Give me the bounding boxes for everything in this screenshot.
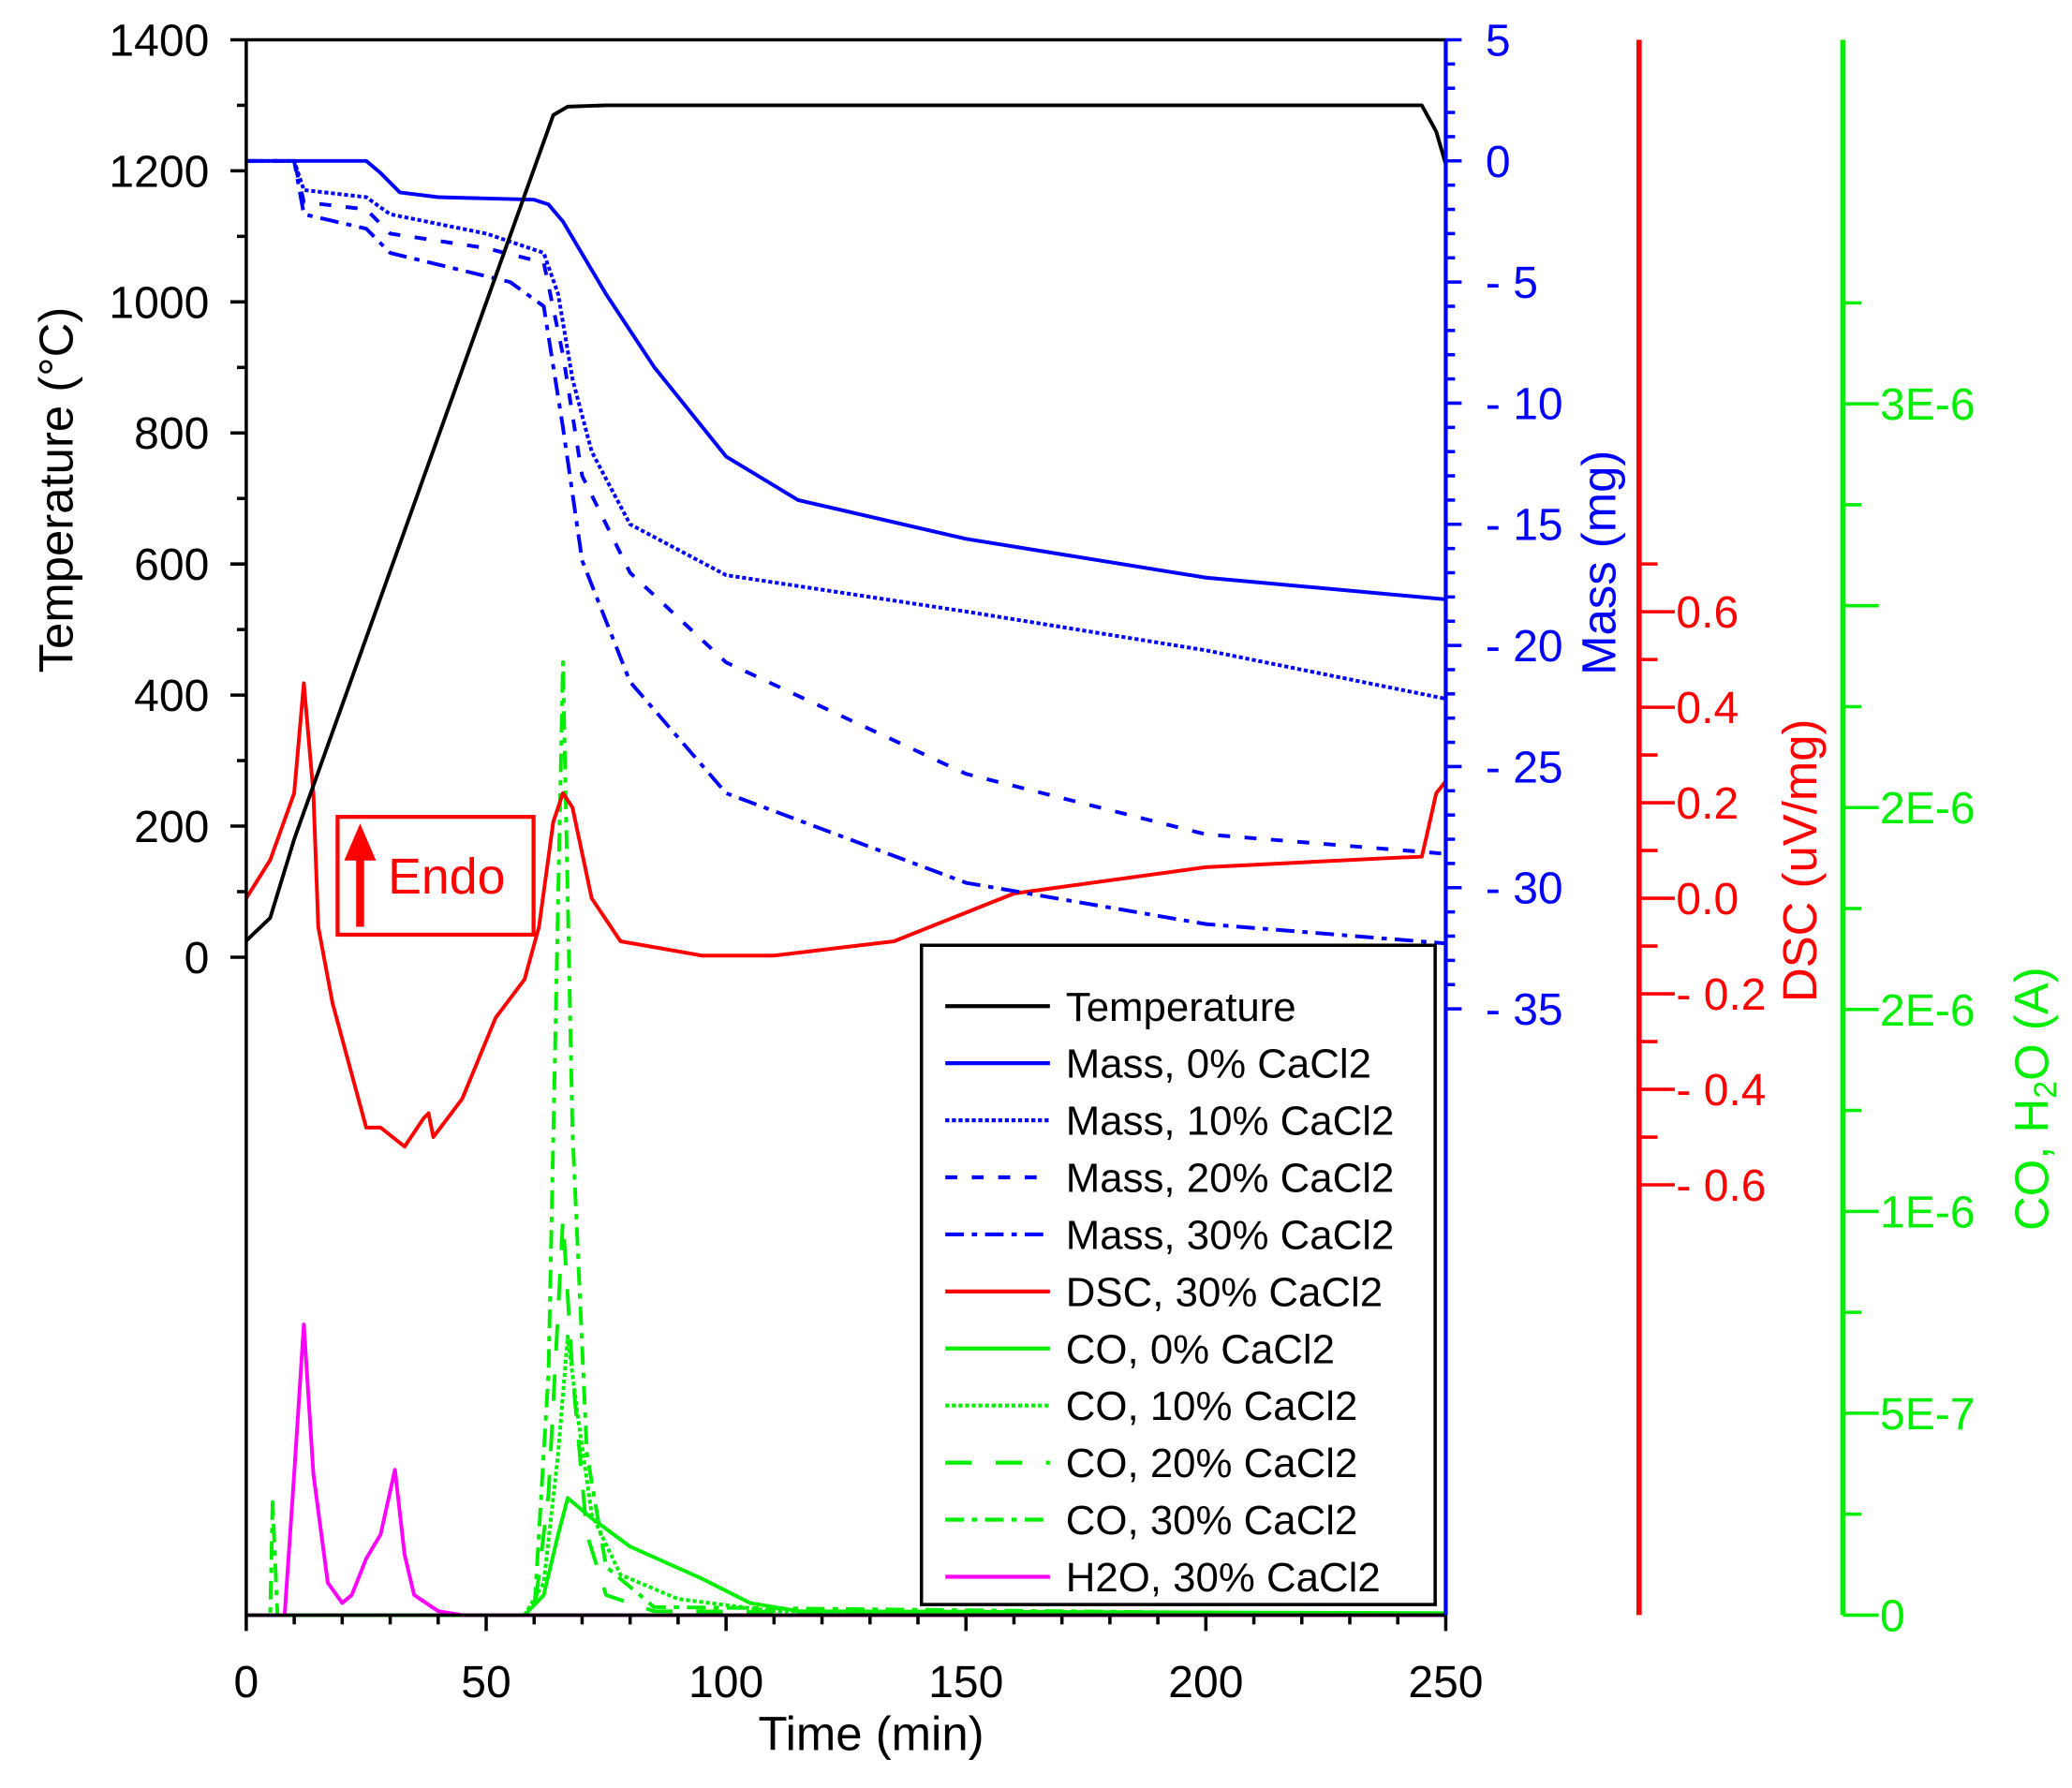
endo-box [335, 815, 536, 938]
legend-label: DSC, 30% CaCl2 [1066, 1269, 1383, 1315]
x-tick-label: 50 [461, 1658, 511, 1707]
legend-label: CO, 10% CaCl2 [1066, 1383, 1358, 1429]
gas-axis-title: CO, H2O (A) [2005, 967, 2064, 1231]
series-line [245, 158, 1446, 856]
dsc-tick-label: 0.6 [1676, 588, 1739, 638]
dsc-tick-label: 0.2 [1676, 779, 1739, 829]
endo-label: Endo [388, 849, 505, 905]
legend-label: CO, 0% CaCl2 [1066, 1326, 1335, 1372]
endo-annotation: Endo [335, 815, 536, 938]
mass-tick-label: - 25 [1486, 743, 1563, 792]
series-line [244, 681, 1447, 1149]
temperature-tick-label: 600 [134, 540, 209, 590]
gas-tick-label: 3E-6 [1880, 380, 1975, 430]
x-tick-label: 100 [688, 1658, 763, 1707]
mass-tick-label: 5 [1486, 16, 1511, 66]
legend-label: Temperature [1066, 984, 1296, 1030]
legend-label: Mass, 0% CaCl2 [1066, 1042, 1371, 1087]
series-line [244, 103, 1448, 942]
temperature-tick-label: 1200 [109, 147, 209, 197]
mass-tick-label: - 5 [1486, 259, 1538, 308]
series-line [245, 158, 1446, 601]
mass-tick-label: - 15 [1486, 501, 1563, 551]
mass-tick-label: - 35 [1486, 985, 1563, 1035]
temperature-tick-label: 800 [134, 409, 209, 459]
x-axis-title: Time (min) [758, 1707, 984, 1761]
dsc-tick-label: 0.0 [1676, 875, 1739, 924]
dsc-tick-label: - 0.6 [1676, 1161, 1766, 1211]
legend-label: Mass, 10% CaCl2 [1066, 1099, 1395, 1145]
legend-label: CO, 30% CaCl2 [1066, 1498, 1358, 1544]
legend-box [919, 943, 1437, 1606]
mass-tick-label: - 30 [1486, 864, 1563, 914]
legend-label: Mass, 20% CaCl2 [1066, 1156, 1395, 1202]
series-line [245, 158, 1446, 946]
temperature-axis-title: Temperature (°C) [30, 307, 83, 673]
gas-tick-label: 0 [1880, 1591, 1905, 1641]
temperature-tick-label: 200 [134, 803, 209, 852]
gas-tick-label: 1E-6 [1880, 1188, 1975, 1237]
mass-tick-label: 0 [1486, 138, 1511, 187]
x-tick-label: 150 [928, 1658, 1003, 1707]
series-line [245, 158, 1446, 702]
dsc-axis-title: DSC (uV/mg) [1773, 719, 1827, 1002]
gas-tick-label: 5E-7 [1880, 1390, 1975, 1440]
temperature-tick-label: 400 [134, 672, 209, 721]
legend-label: Mass, 30% CaCl2 [1066, 1212, 1395, 1258]
dsc-tick-label: 0.4 [1676, 684, 1739, 733]
legend: Temperature Mass, 0% CaCl2 Mass, 10% CaCl2… [919, 943, 1437, 1606]
mass-tick-label: - 10 [1486, 379, 1563, 429]
temperature-tick-label: 0 [185, 934, 210, 983]
gas-tick-label: 2E-6 [1880, 784, 1975, 834]
arrow-up-icon [344, 823, 377, 861]
mass-tick-label: - 20 [1486, 622, 1563, 672]
x-tick-label: 0 [234, 1658, 259, 1707]
mass-axis-title: Mass (mg) [1572, 451, 1625, 675]
x-tick-label: 200 [1168, 1658, 1243, 1707]
temperature-tick-label: 1400 [109, 16, 209, 66]
legend-label: CO, 20% CaCl2 [1066, 1441, 1358, 1486]
x-tick-label: 250 [1408, 1658, 1483, 1707]
temperature-tick-label: 1000 [109, 278, 209, 328]
dsc-tick-label: - 0.4 [1676, 1066, 1766, 1116]
series-line [245, 1323, 1446, 1618]
dsc-tick-label: - 0.2 [1676, 970, 1766, 1020]
legend-label: H2O, 30% CaCl2 [1066, 1555, 1381, 1601]
series-line [245, 1496, 1446, 1618]
gas-tick-label: 2E-6 [1880, 986, 1975, 1036]
